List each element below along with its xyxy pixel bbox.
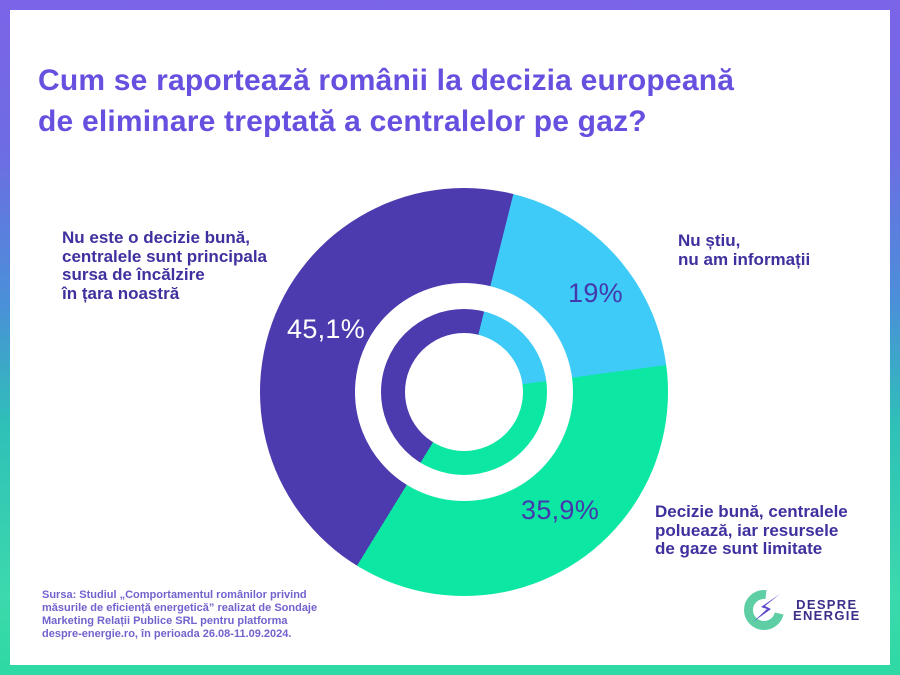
donut-chart bbox=[260, 188, 668, 596]
value-label-green-slice: 35,9% bbox=[521, 495, 600, 525]
logo-word-energie: ENERGIE bbox=[793, 608, 861, 623]
logo-circle-ring bbox=[744, 590, 784, 630]
slice-label-not-good-decision: Nu este o decizie bună, centralele sunt … bbox=[62, 228, 268, 303]
logo-word-despre: DESPRE bbox=[796, 597, 858, 612]
logo-icon bbox=[744, 590, 784, 630]
source-note: Sursa: Studiul „Comportamentul românilor… bbox=[42, 589, 318, 640]
lightning-icon bbox=[753, 594, 780, 622]
value-label-cyan-slice: 19% bbox=[568, 278, 623, 308]
page-title: Cum se raportează românii la decizia eur… bbox=[38, 64, 735, 138]
value-label-purple-slice: 45,1% bbox=[287, 314, 366, 344]
logo-wordmark: DESPRE ENERGIE bbox=[793, 597, 861, 623]
donut-hole bbox=[405, 333, 523, 451]
despre-energie-logo: DESPRE ENERGIE bbox=[744, 587, 861, 633]
slice-label-good-decision: Decizie bună, centralele poluează, iar r… bbox=[655, 502, 848, 558]
slice-label-dont-know: Nu știu, nu am informații bbox=[678, 231, 811, 269]
